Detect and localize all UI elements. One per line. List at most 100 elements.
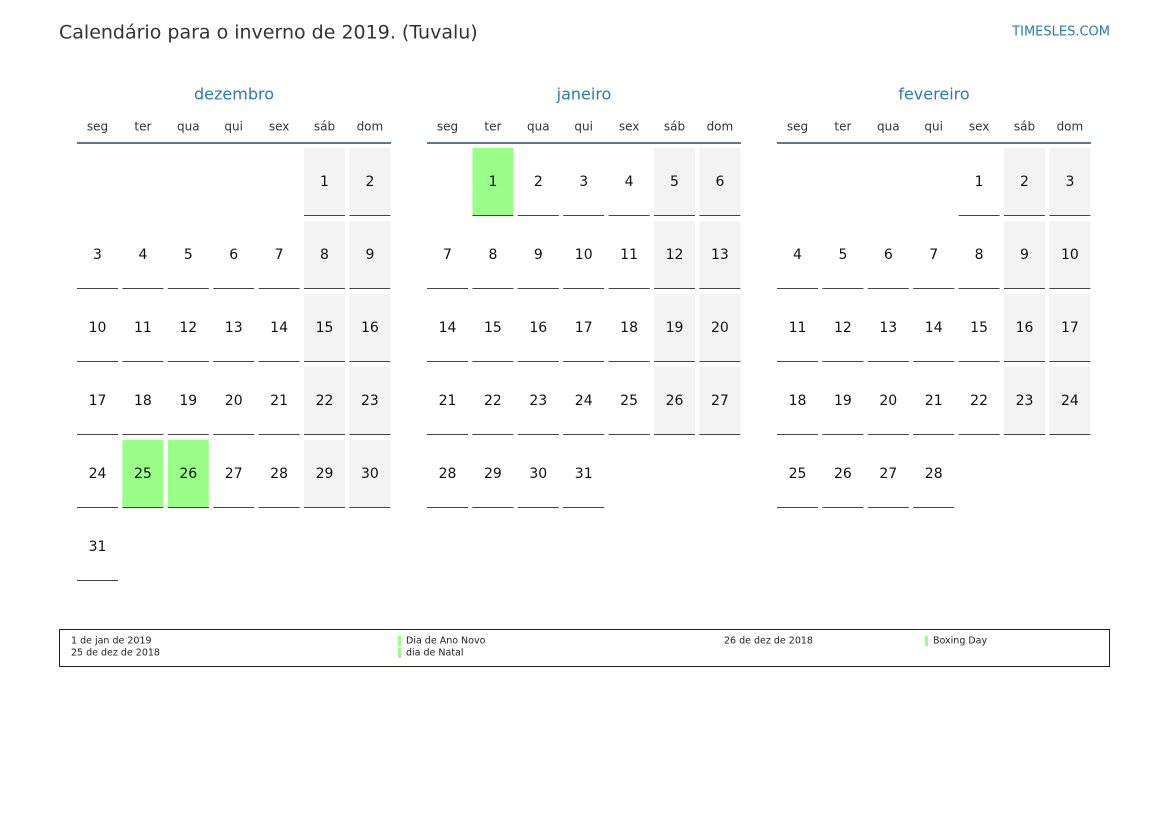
day-number: 24 <box>89 466 107 482</box>
day-number: 20 <box>711 320 729 336</box>
day-number: 17 <box>575 320 593 336</box>
weekend-cell <box>654 294 695 362</box>
day-number: 26 <box>666 393 684 409</box>
day-number: 8 <box>320 247 329 263</box>
day-number: 22 <box>970 393 988 409</box>
weekend-cell <box>304 221 345 289</box>
day-number: 21 <box>270 393 288 409</box>
holiday-date: 1 de jan de 2019 <box>71 636 152 647</box>
holiday-name: dia de Natal <box>406 648 464 659</box>
holiday-marker <box>398 648 401 658</box>
weekend-cell <box>1004 221 1045 289</box>
day-number: 13 <box>225 320 243 336</box>
day-number: 23 <box>529 393 547 409</box>
weekday-label: sáb <box>314 120 335 134</box>
weekend-cell <box>1049 221 1091 289</box>
day-number: 3 <box>1065 174 1074 190</box>
day-number: 20 <box>879 393 897 409</box>
day-number: 10 <box>89 320 107 336</box>
day-number: 18 <box>620 320 638 336</box>
day-number: 5 <box>838 247 847 263</box>
day-number: 4 <box>625 174 634 190</box>
page-title: Calendário para o inverno de 2019. (Tuva… <box>59 22 478 44</box>
day-number: 11 <box>134 320 152 336</box>
day-number: 27 <box>225 466 243 482</box>
day-number: 28 <box>925 466 943 482</box>
day-number: 27 <box>879 466 897 482</box>
day-number: 19 <box>666 320 684 336</box>
holiday-cell <box>472 148 514 216</box>
day-number: 29 <box>316 466 334 482</box>
weekend-cell <box>304 294 345 362</box>
weekday-label: seg <box>87 120 108 134</box>
weekend-cell <box>304 148 345 216</box>
weekday-label: qua <box>177 120 200 134</box>
day-number: 13 <box>711 247 729 263</box>
day-number: 5 <box>184 247 193 263</box>
weekend-cell <box>699 367 741 435</box>
holiday-marker <box>925 636 928 646</box>
day-number: 7 <box>443 247 452 263</box>
weekday-label: dom <box>707 120 734 134</box>
weekday-label: qui <box>924 120 943 134</box>
day-number: 14 <box>925 320 943 336</box>
day-number: 30 <box>361 466 379 482</box>
day-number: 19 <box>834 393 852 409</box>
weekend-cell <box>349 294 391 362</box>
day-number: 22 <box>484 393 502 409</box>
day-number: 16 <box>529 320 547 336</box>
day-number: 31 <box>89 539 107 555</box>
weekday-label: seg <box>787 120 808 134</box>
day-number: 14 <box>270 320 288 336</box>
weekend-cell <box>1049 294 1091 362</box>
day-number: 1 <box>320 174 329 190</box>
day-number: 8 <box>975 247 984 263</box>
day-number: 26 <box>179 466 197 482</box>
holiday-name: Dia de Ano Novo <box>406 636 486 647</box>
day-number: 11 <box>620 247 638 263</box>
day-number: 21 <box>439 393 457 409</box>
weekday-label: ter <box>134 120 151 134</box>
day-number: 11 <box>789 320 807 336</box>
weekday-label: ter <box>834 120 851 134</box>
weekday-label: sex <box>269 120 290 134</box>
weekend-cell <box>1004 367 1045 435</box>
weekday-label: qui <box>574 120 593 134</box>
weekend-cell <box>699 148 741 216</box>
weekend-cell <box>654 148 695 216</box>
holiday-marker <box>398 636 401 646</box>
day-number: 28 <box>439 466 457 482</box>
day-number: 6 <box>715 174 724 190</box>
weekday-label: dom <box>357 120 384 134</box>
day-number: 14 <box>439 320 457 336</box>
weekend-cell <box>699 221 741 289</box>
weekend-cell <box>654 221 695 289</box>
day-number: 17 <box>89 393 107 409</box>
weekday-label: sex <box>969 120 990 134</box>
weekday-label: seg <box>437 120 458 134</box>
weekend-cell <box>349 221 391 289</box>
weekend-cell <box>1049 367 1091 435</box>
month-name: fevereiro <box>898 85 969 104</box>
weekend-cell <box>1004 294 1045 362</box>
weekend-cell <box>349 367 391 435</box>
day-number: 2 <box>534 174 543 190</box>
day-number: 4 <box>793 247 802 263</box>
day-number: 9 <box>534 247 543 263</box>
day-number: 27 <box>711 393 729 409</box>
day-number: 31 <box>575 466 593 482</box>
weekday-label: sáb <box>664 120 685 134</box>
weekend-cell <box>654 367 695 435</box>
weekend-cell <box>304 440 345 508</box>
day-number: 19 <box>179 393 197 409</box>
weekend-cell <box>1049 148 1091 216</box>
day-number: 7 <box>929 247 938 263</box>
day-number: 4 <box>138 247 147 263</box>
site-link[interactable]: TIMESLES.COM <box>1011 25 1110 40</box>
weekend-cell <box>1004 148 1045 216</box>
day-number: 24 <box>575 393 593 409</box>
month-name: janeiro <box>556 85 612 104</box>
day-number: 20 <box>225 393 243 409</box>
weekend-cell <box>349 148 391 216</box>
day-number: 25 <box>789 466 807 482</box>
